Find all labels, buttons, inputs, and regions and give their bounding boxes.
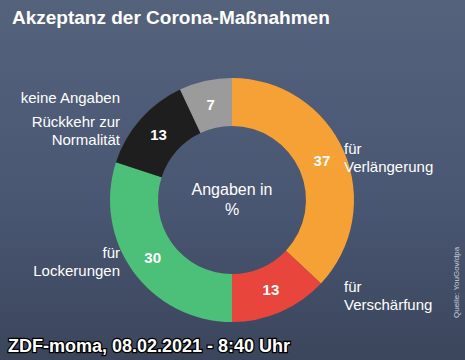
category-label-line: Rückkehr zur	[32, 113, 120, 130]
category-label-line: für	[102, 244, 120, 261]
slice	[180, 78, 232, 133]
slice	[232, 251, 321, 322]
category-label: fürLockerungen	[33, 244, 120, 279]
title: Akzeptanz der Corona-Maßnahmen	[12, 7, 330, 28]
donut: 37 13 30 13 7	[110, 78, 354, 322]
category-label-line: für	[344, 140, 362, 157]
center-label-line: %	[225, 201, 239, 218]
category-label: Rückkehr zurNormalität	[32, 113, 121, 148]
category-label-line: Verschärfung	[344, 296, 432, 313]
category-label-line: Lockerungen	[33, 262, 120, 279]
category-label: fürVerschärfung	[344, 278, 432, 313]
category-label: fürVerlängerung	[344, 140, 433, 175]
center-label: Angaben in%	[192, 181, 273, 218]
category-label-line: keine Angaben	[21, 89, 120, 106]
data-label: 7	[206, 96, 214, 113]
data-label: 37	[314, 152, 331, 169]
source: Quelle: YouGov/dpa	[452, 246, 461, 318]
caption: ZDF-moma, 08.02.2021 - 8:40 Uhr	[8, 336, 290, 356]
category-label-line: Normalität	[52, 131, 121, 148]
category-label: keine Angaben	[21, 89, 120, 106]
data-label: 13	[263, 281, 280, 298]
chart: Akzeptanz der Corona-Maßnahmen 37 13 30 13 7 f…	[0, 0, 465, 360]
background	[0, 0, 465, 360]
category-label-line: für	[344, 278, 362, 295]
center-label-line: Angaben in	[192, 181, 273, 198]
data-label: 30	[144, 249, 161, 266]
data-label: 13	[150, 126, 167, 143]
category-label-line: Verlängerung	[344, 158, 433, 175]
